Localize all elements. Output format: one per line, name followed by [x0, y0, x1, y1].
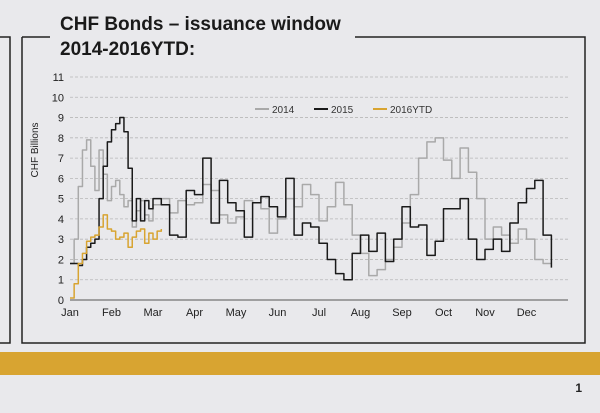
x-tick-label: Jan: [61, 307, 79, 319]
legend-label: 2014: [272, 105, 295, 116]
chart-frame: [21, 36, 586, 344]
y-tick-label: 1: [58, 275, 64, 287]
legend: 2014 2015 2016YTD: [255, 105, 432, 116]
y-tick-label: 0: [58, 295, 64, 307]
x-axis-ticks: Jan Feb Mar Apr May Jun Jul Aug Sep Oct Nov Dec: [61, 307, 537, 319]
page-number: 1: [575, 381, 582, 395]
chart-subtitle: 2014-2016YTD:: [60, 39, 196, 60]
series-line-2014: [70, 137, 552, 277]
legend-label: 2015: [331, 105, 354, 116]
x-tick-label: Sep: [392, 307, 412, 319]
x-tick-label: Dec: [517, 307, 537, 319]
y-axis-ticks: 0 1 2 3 4 5 6 7 8 9 10 11: [52, 72, 64, 307]
x-tick-label: May: [226, 307, 247, 319]
y-tick-label: 7: [58, 153, 64, 165]
x-tick-label: Aug: [351, 307, 371, 319]
series-line-2016ytd: [70, 214, 163, 299]
y-tick-label: 11: [53, 72, 64, 84]
left-bracket: [0, 36, 11, 344]
y-axis-label: CHF Billions: [30, 122, 41, 177]
accent-band: [0, 352, 600, 375]
legend-label: 2016YTD: [390, 105, 432, 116]
y-tick-label: 3: [58, 234, 64, 246]
gridlines: [70, 76, 568, 301]
x-tick-label: Mar: [144, 307, 163, 319]
series-lines: [70, 116, 553, 299]
y-tick-label: 8: [58, 133, 64, 145]
y-tick-label: 5: [58, 194, 64, 206]
x-tick-label: Nov: [475, 307, 495, 319]
chart-title: CHF Bonds – issuance window: [60, 14, 341, 35]
y-tick-label: 10: [52, 92, 64, 104]
x-tick-label: Oct: [435, 307, 452, 319]
y-tick-label: 9: [58, 113, 64, 125]
x-tick-label: Jun: [269, 307, 287, 319]
y-tick-label: 2: [58, 254, 64, 266]
x-tick-label: Jul: [312, 307, 326, 319]
slide-decoration: [0, 36, 600, 375]
series-line-2015: [70, 116, 553, 281]
x-tick-label: Apr: [186, 307, 203, 319]
x-tick-label: Feb: [102, 307, 121, 319]
y-tick-label: 4: [58, 214, 64, 226]
y-tick-label: 6: [58, 173, 64, 185]
